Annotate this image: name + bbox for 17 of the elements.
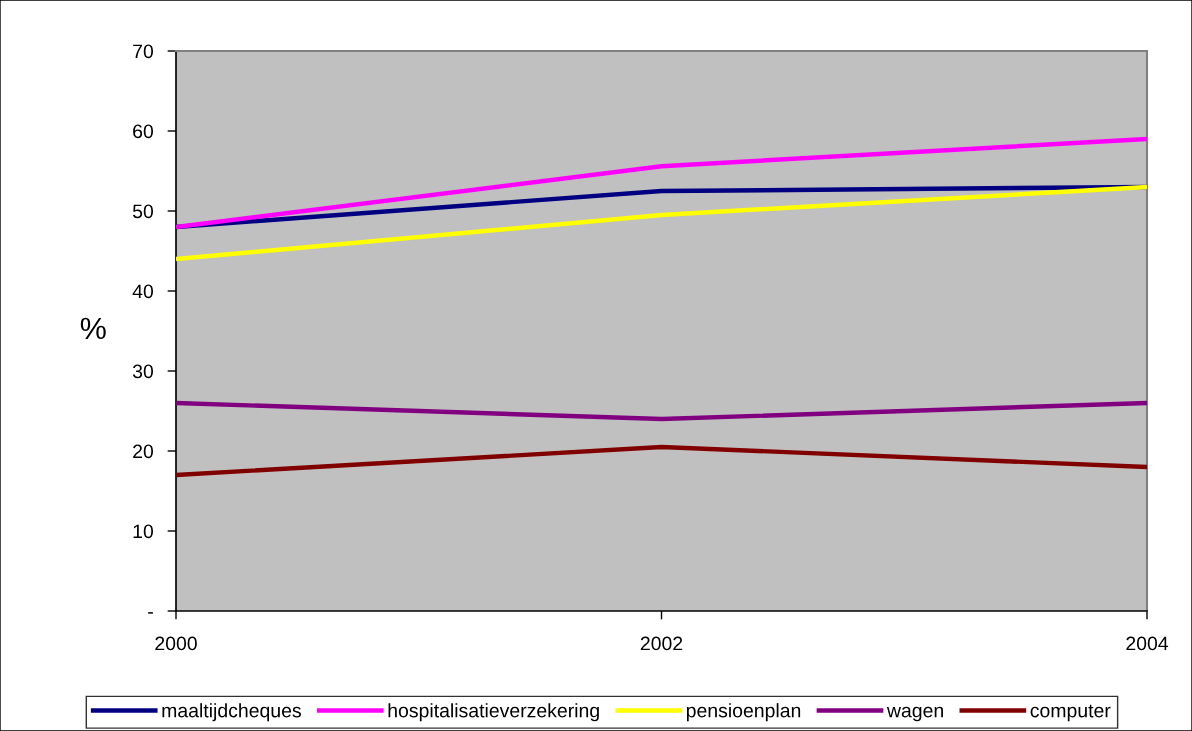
y-tick-label: - (148, 612, 153, 614)
y-axis-title: % (80, 317, 106, 340)
y-tick-label: 10 (133, 524, 154, 539)
y-tick-label: 60 (133, 124, 154, 139)
x-tick-label: 2000 (155, 636, 197, 651)
x-tick-label: 2004 (1126, 636, 1169, 651)
legend-label: hospitalisatieverzekering (388, 703, 599, 722)
legend-label: wagen (886, 706, 943, 722)
y-tick-label: 30 (132, 364, 154, 379)
y-tick-label: 70 (133, 44, 154, 59)
legend-label: pensioenplan (686, 703, 801, 722)
y-tick-label: 20 (133, 444, 154, 459)
legend-label: computer (1030, 704, 1111, 722)
y-tick-label: 50 (132, 204, 154, 219)
legend-label: maaltijdcheques (162, 703, 301, 722)
x-tick-label: 2002 (640, 636, 683, 651)
y-tick-label: 40 (132, 284, 154, 299)
